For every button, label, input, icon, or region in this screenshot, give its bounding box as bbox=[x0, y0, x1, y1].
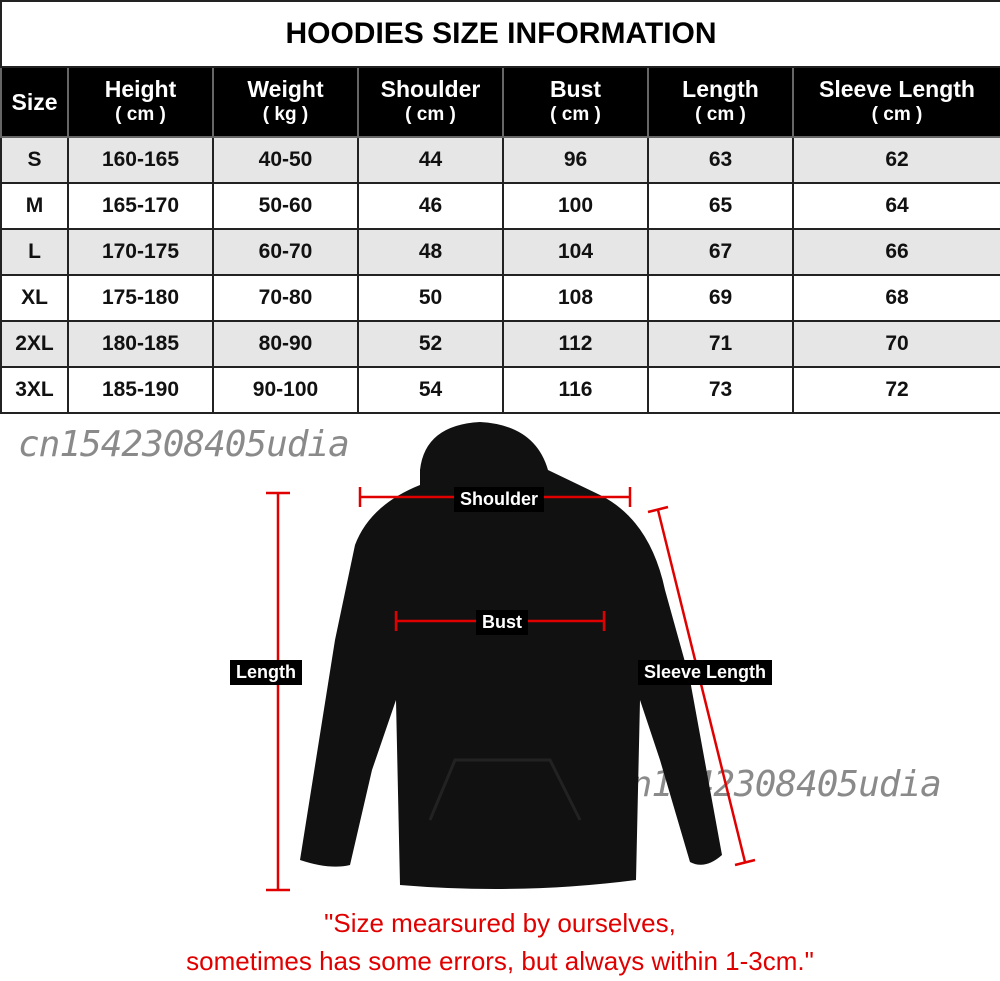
table-cell: 71 bbox=[647, 320, 794, 368]
table-cell: 185-190 bbox=[67, 366, 214, 414]
table-cell: 90-100 bbox=[212, 366, 359, 414]
table-cell: 69 bbox=[647, 274, 794, 322]
column-unit: ( cm ) bbox=[871, 104, 923, 125]
table-cell: 160-165 bbox=[67, 136, 214, 184]
table-cell: 3XL bbox=[0, 366, 69, 414]
column-header: Sleeve Length( cm ) bbox=[792, 66, 1000, 138]
table-cell: 50 bbox=[357, 274, 504, 322]
table-cell: 70-80 bbox=[212, 274, 359, 322]
table-row: M 165-170 50-60 46 100 65 64 bbox=[0, 182, 1000, 230]
table-cell: 63 bbox=[647, 136, 794, 184]
column-name: Size bbox=[11, 89, 58, 115]
table-cell: 116 bbox=[502, 366, 649, 414]
shoulder-label: Shoulder bbox=[454, 487, 545, 512]
column-name: Length bbox=[682, 76, 759, 102]
table-cell: 67 bbox=[647, 228, 794, 276]
column-header: Bust( cm ) bbox=[502, 66, 649, 138]
column-name: Shoulder bbox=[380, 76, 481, 102]
table-cell: 180-185 bbox=[67, 320, 214, 368]
table-cell: 48 bbox=[357, 228, 504, 276]
column-header: Weight( kg ) bbox=[212, 66, 359, 138]
table-cell: 64 bbox=[792, 182, 1000, 230]
bust-label: Bust bbox=[476, 610, 528, 635]
table-row: XL 175-180 70-80 50 108 69 68 bbox=[0, 274, 1000, 322]
length-label: Length bbox=[230, 660, 302, 685]
column-unit: ( kg ) bbox=[262, 104, 309, 125]
table-row: 3XL 185-190 90-100 54 116 73 72 bbox=[0, 366, 1000, 414]
table-cell: 65 bbox=[647, 182, 794, 230]
table-cell: 44 bbox=[357, 136, 504, 184]
table-cell: 80-90 bbox=[212, 320, 359, 368]
table-cell: 40-50 bbox=[212, 136, 359, 184]
sleeve-length-label: Sleeve Length bbox=[638, 660, 773, 685]
column-name: Weight bbox=[247, 76, 324, 102]
column-name: Bust bbox=[549, 76, 602, 102]
column-header: Shoulder( cm ) bbox=[357, 66, 504, 138]
hoodie-illustration bbox=[300, 422, 722, 889]
table-cell: L bbox=[0, 228, 69, 276]
table-cell: 66 bbox=[792, 228, 1000, 276]
table-row: L 170-175 60-70 48 104 67 66 bbox=[0, 228, 1000, 276]
watermark: cn1542308405udia bbox=[18, 424, 350, 465]
column-name: Height bbox=[104, 76, 177, 102]
table-cell: 60-70 bbox=[212, 228, 359, 276]
table-cell: 52 bbox=[357, 320, 504, 368]
column-header: Size bbox=[0, 66, 69, 138]
note-line-1: "Size mearsured by ourselves, bbox=[324, 908, 676, 938]
table-title: HOODIES SIZE INFORMATION bbox=[0, 0, 1000, 68]
column-unit: ( cm ) bbox=[695, 104, 746, 125]
table-cell: 54 bbox=[357, 366, 504, 414]
table-cell: 50-60 bbox=[212, 182, 359, 230]
table-cell: 108 bbox=[502, 274, 649, 322]
table-cell: 68 bbox=[792, 274, 1000, 322]
table-cell: 70 bbox=[792, 320, 1000, 368]
table-cell: S bbox=[0, 136, 69, 184]
table-cell: 73 bbox=[647, 366, 794, 414]
column-header: Height( cm ) bbox=[67, 66, 214, 138]
table-cell: 100 bbox=[502, 182, 649, 230]
note-line-2: sometimes has some errors, but always wi… bbox=[186, 946, 814, 976]
table-cell: 62 bbox=[792, 136, 1000, 184]
table-cell: 165-170 bbox=[67, 182, 214, 230]
table-cell: 175-180 bbox=[67, 274, 214, 322]
table-cell: 46 bbox=[357, 182, 504, 230]
table-cell: 96 bbox=[502, 136, 649, 184]
column-name: Sleeve Length bbox=[819, 76, 975, 102]
column-unit: ( cm ) bbox=[550, 104, 601, 125]
table-cell: 170-175 bbox=[67, 228, 214, 276]
table-row: 2XL 180-185 80-90 52 112 71 70 bbox=[0, 320, 1000, 368]
column-header: Length( cm ) bbox=[647, 66, 794, 138]
table-cell: 72 bbox=[792, 366, 1000, 414]
table-cell: 104 bbox=[502, 228, 649, 276]
table-cell: XL bbox=[0, 274, 69, 322]
size-table: HOODIES SIZE INFORMATION Size Height( cm … bbox=[0, 0, 1000, 414]
table-cell: 2XL bbox=[0, 320, 69, 368]
column-unit: ( cm ) bbox=[405, 104, 456, 125]
table-row: S 160-165 40-50 44 96 63 62 bbox=[0, 136, 1000, 184]
table-cell: M bbox=[0, 182, 69, 230]
header-row: Size Height( cm ) Weight( kg ) Shoulder( cm… bbox=[0, 66, 1000, 138]
table-cell: 112 bbox=[502, 320, 649, 368]
column-unit: ( cm ) bbox=[115, 104, 166, 125]
